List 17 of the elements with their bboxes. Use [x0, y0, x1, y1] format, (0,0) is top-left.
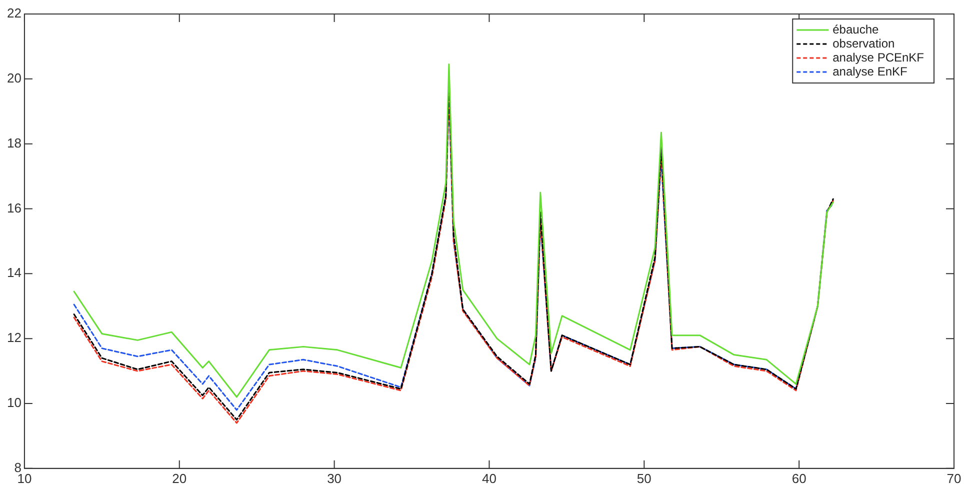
x-tick-label: 20: [172, 470, 187, 486]
y-tick-label: 16: [6, 200, 22, 216]
y-tick-label: 20: [6, 70, 22, 86]
legend-label: analyse EnKF: [832, 64, 908, 78]
x-tick-label: 70: [946, 470, 962, 486]
y-tick-label: 18: [6, 135, 22, 150]
y-tick-label: 10: [6, 395, 22, 410]
legend-label: observation: [832, 36, 895, 50]
legend-label: analyse PCEnKF: [832, 50, 924, 64]
y-tick-label: 14: [6, 265, 22, 280]
y-tick-label: 12: [6, 330, 22, 346]
x-tick-label: 30: [327, 470, 342, 486]
x-tick-label: 50: [636, 470, 652, 486]
x-tick-label: 40: [482, 470, 496, 486]
y-tick-label: 22: [6, 6, 22, 21]
legend-label: ébauche: [832, 22, 879, 36]
x-tick-label: 60: [792, 470, 806, 486]
